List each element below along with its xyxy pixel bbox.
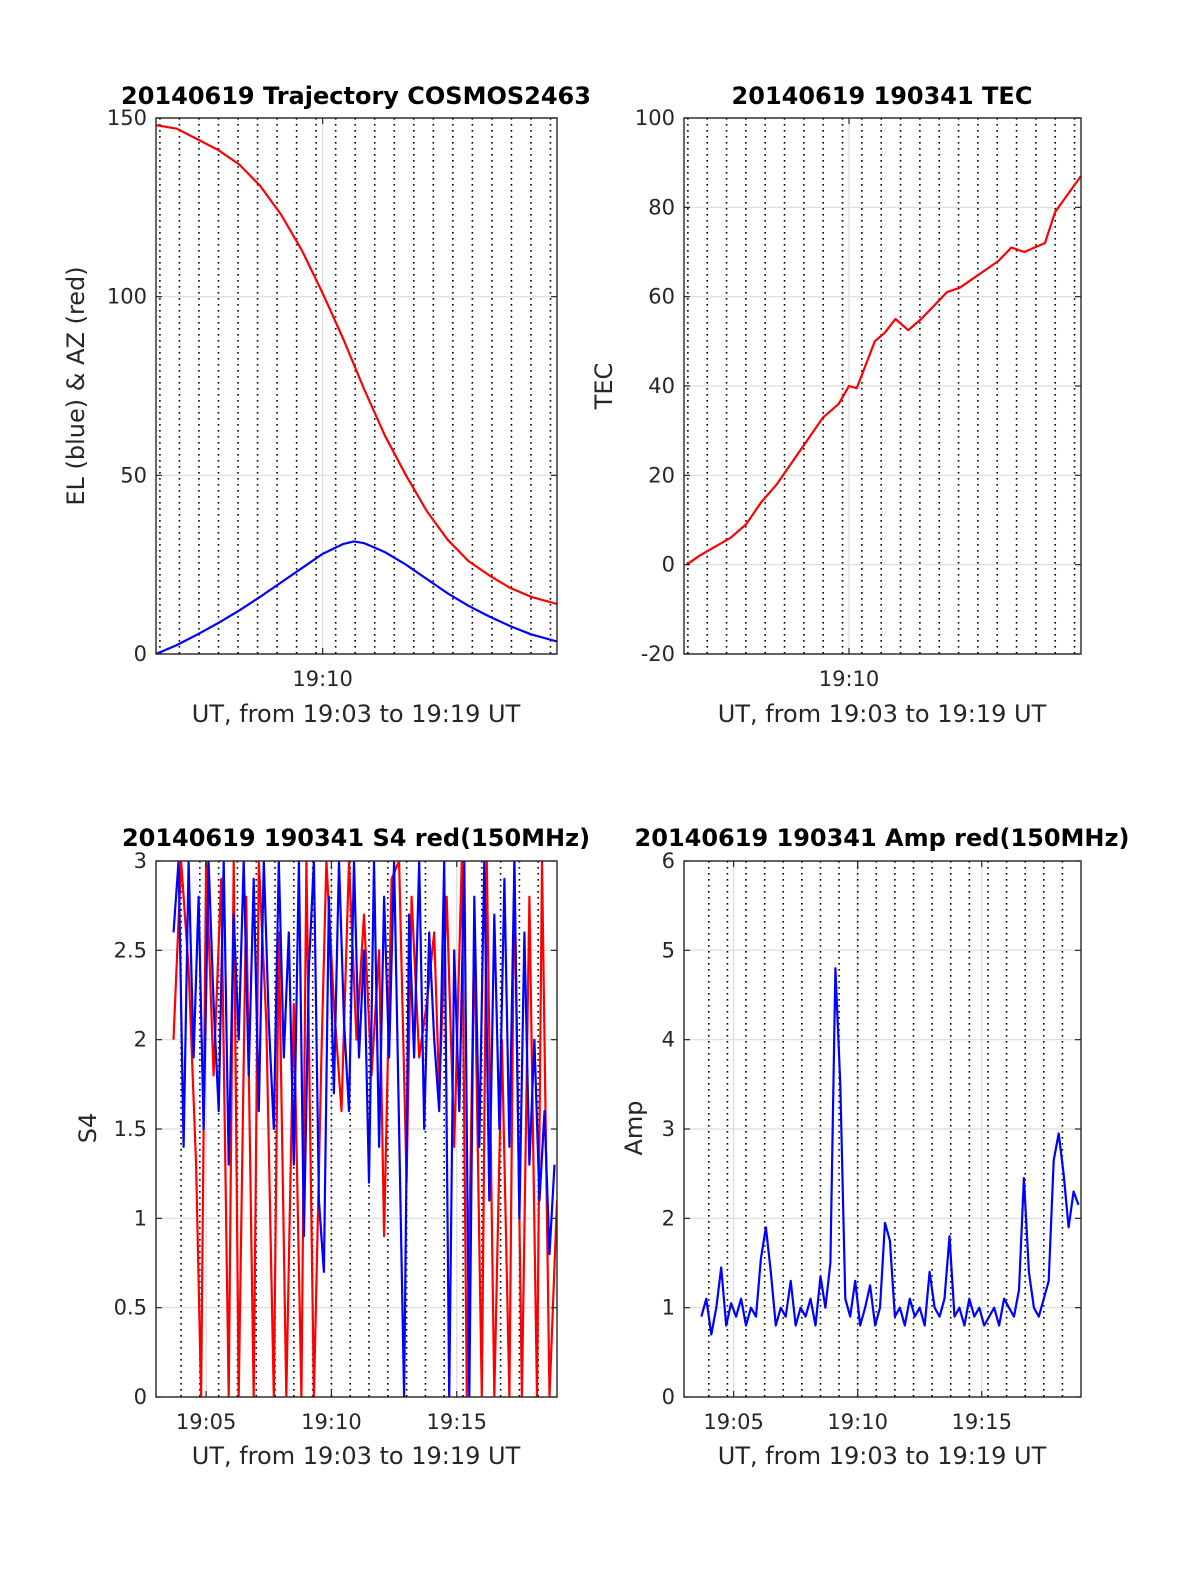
tec-y-tick-label: 0	[662, 553, 675, 577]
tec-title: 20140619 190341 TEC	[732, 82, 1033, 110]
amp-series-1-line	[700, 967, 1080, 1336]
amp-y-tick-label: 1	[662, 1296, 675, 1320]
amp-subplot: 20140619 190341 Amp red(150MHz) UT, from…	[620, 824, 1129, 1470]
tec-x-tick-label: 19:10	[819, 667, 880, 691]
s4-x-axis-label: UT, from 19:03 to 19:19 UT	[192, 1442, 521, 1470]
tec-subplot: 20140619 190341 TEC UT, from 19:03 to 19…	[590, 82, 1082, 728]
tec-y-tick-label: 60	[648, 285, 675, 309]
s4-title: 20140619 190341 S4 red(150MHz)	[122, 824, 590, 852]
s4-x-tick-label: 19:10	[301, 1410, 362, 1434]
tec-y-tick-label: -20	[641, 642, 675, 666]
s4-y-tick-label: 2.5	[114, 938, 147, 962]
tec-x-axis-label: UT, from 19:03 to 19:19 UT	[718, 700, 1047, 728]
amp-title: 20140619 190341 Amp red(150MHz)	[635, 824, 1130, 852]
amp-x-tick-label: 19:10	[827, 1410, 888, 1434]
s4-series-1-line	[172, 861, 557, 1397]
trajectory-x-tick-label: 19:10	[292, 667, 353, 691]
amp-y-tick-label: 0	[662, 1385, 675, 1409]
amp-x-tick-label: 19:15	[951, 1410, 1012, 1434]
trajectory-subplot: 20140619 Trajectory COSMOS2463 UT, from …	[62, 82, 591, 728]
s4-y-tick-label: 1	[134, 1206, 147, 1230]
amp-y-tick-label: 6	[662, 849, 675, 873]
trajectory-y-tick-label: 150	[107, 106, 147, 130]
amp-y-tick-label: 3	[662, 1117, 675, 1141]
trajectory-y-tick-label: 0	[134, 642, 147, 666]
amp-y-tick-label: 2	[662, 1206, 675, 1230]
s4-x-tick-label: 19:05	[176, 1410, 237, 1434]
tec-y-axis-label: TEC	[590, 363, 618, 411]
amp-x-axis-label: UT, from 19:03 to 19:19 UT	[718, 1442, 1047, 1470]
amp-x-tick-label: 19:05	[703, 1410, 764, 1434]
tec-y-tick-label: 40	[648, 374, 675, 398]
s4-y-tick-label: 1.5	[114, 1117, 147, 1141]
s4-y-tick-label: 0	[134, 1385, 147, 1409]
trajectory-y-tick-label: 100	[107, 285, 147, 309]
s4-y-tick-label: 3	[134, 849, 147, 873]
tec-y-tick-label: 100	[635, 106, 675, 130]
trajectory-y-tick-label: 50	[120, 463, 147, 487]
s4-series-2-line	[172, 861, 556, 1397]
s4-subplot: 20140619 190341 S4 red(150MHz) UT, from …	[74, 824, 590, 1470]
trajectory-series-2-line	[156, 540, 557, 654]
s4-y-tick-label: 0.5	[114, 1296, 147, 1320]
amp-y-tick-label: 4	[662, 1028, 675, 1052]
tec-y-tick-label: 80	[648, 195, 675, 219]
trajectory-axes-box	[155, 117, 558, 655]
tec-y-tick-label: 20	[648, 463, 675, 487]
tec-series-1-line	[685, 175, 1081, 566]
s4-y-axis-label: S4	[74, 1113, 102, 1144]
trajectory-title: 20140619 Trajectory COSMOS2463	[121, 82, 591, 110]
amp-y-axis-label: Amp	[620, 1100, 648, 1155]
s4-x-tick-label: 19:15	[426, 1410, 487, 1434]
trajectory-x-axis-label: UT, from 19:03 to 19:19 UT	[192, 700, 521, 728]
trajectory-y-axis-label: EL (blue) & AZ (red)	[62, 266, 90, 505]
trajectory-series-1-line	[156, 124, 557, 606]
s4-y-tick-label: 2	[134, 1028, 147, 1052]
amp-y-tick-label: 5	[662, 938, 675, 962]
